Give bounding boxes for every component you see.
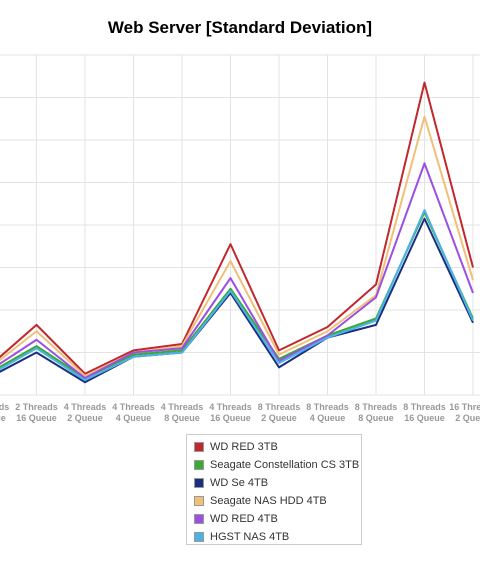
legend-item[interactable]: WD Se 4TB: [187, 474, 361, 492]
legend-item[interactable]: WD RED 4TB: [187, 510, 361, 528]
legend-swatch: [194, 496, 204, 506]
legend-item[interactable]: Seagate Constellation CS 3TB: [187, 456, 361, 474]
legend-label: Seagate Constellation CS 3TB: [210, 459, 360, 471]
legend-item[interactable]: WD RED 3TB: [187, 438, 361, 456]
legend-swatch: [194, 460, 204, 470]
series-line-3: [0, 115, 474, 377]
legend-label: WD Se 4TB: [210, 477, 269, 489]
x-tick-label: 8 Threads 16 Queue: [403, 402, 446, 423]
series-line-5: [0, 209, 474, 382]
legend-label: HGST NAS 4TB: [210, 531, 290, 543]
legend-item[interactable]: Seagate NAS HDD 4TB: [187, 492, 361, 510]
series-lines: [0, 81, 474, 384]
x-tick-label: 4 Threads 4 Queue: [112, 402, 155, 423]
x-tick-label: 4 Threads 8 Queue: [161, 402, 204, 423]
series-line-0: [0, 81, 474, 375]
x-tick-label: 4 Threads 2 Queue: [64, 402, 107, 423]
legend: WD RED 3TB Seagate Constellation CS 3TB WD…: [186, 434, 362, 545]
legend-label: WD RED 4TB: [210, 513, 278, 525]
x-tick-label: 2 Threads 16 Queue: [15, 402, 58, 423]
series-line-4: [0, 162, 474, 379]
series-line-1: [0, 211, 474, 379]
x-tick-label: 8 Threads 8 Queue: [355, 402, 398, 423]
series-line-2: [0, 217, 474, 384]
legend-label: WD RED 3TB: [210, 441, 278, 453]
x-tick-label: 8 Threads 4 Queue: [306, 402, 349, 423]
x-tick-label: 8 Threads 2 Queue: [258, 402, 301, 423]
legend-swatch: [194, 478, 204, 488]
legend-item[interactable]: HGST NAS 4TB: [187, 528, 361, 546]
grid: [0, 54, 480, 396]
chart-title: Web Server [Standard Deviation]: [107, 18, 373, 37]
x-tick-label: 4 Threads 16 Queue: [209, 402, 252, 423]
legend-label: Seagate NAS HDD 4TB: [210, 495, 327, 507]
legend-swatch: [194, 442, 204, 452]
legend-swatch: [194, 532, 204, 542]
legend-swatch: [194, 514, 204, 524]
